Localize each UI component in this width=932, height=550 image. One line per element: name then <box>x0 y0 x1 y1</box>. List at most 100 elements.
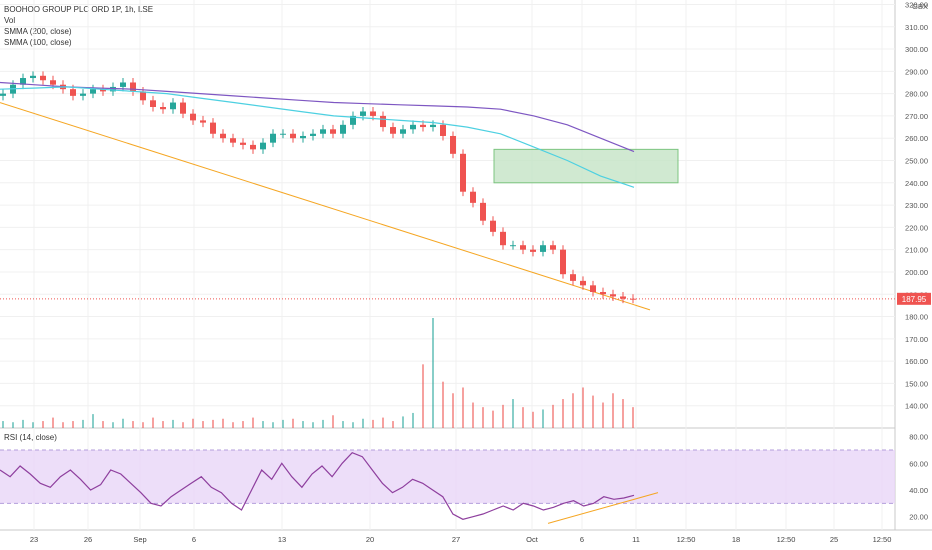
volume-bar <box>202 421 204 428</box>
price-tick-label: 260.00 <box>905 134 928 143</box>
smma200-label: SMMA (200, close) <box>4 27 72 36</box>
candle-body <box>260 142 266 150</box>
candle-body <box>150 100 156 107</box>
time-tick-label: Sep <box>133 535 146 544</box>
candle-body <box>280 133 286 135</box>
volume-bar <box>292 418 294 428</box>
time-tick-label: 25 <box>830 535 838 544</box>
volume-bar <box>512 399 514 428</box>
volume-bar <box>302 421 304 428</box>
volume-bar <box>632 407 634 428</box>
time-tick-label: 26 <box>84 535 92 544</box>
candle-body <box>530 249 536 252</box>
time-tick-label: Oct <box>526 535 539 544</box>
candle-body <box>320 129 326 134</box>
candle-body <box>90 89 96 94</box>
candle-body <box>240 142 246 145</box>
volume-bar <box>592 395 594 428</box>
price-trendline <box>0 102 651 311</box>
candle-body <box>0 93 6 96</box>
volume-bar <box>112 422 114 428</box>
candle-body <box>360 111 366 116</box>
price-tick-label: 160.00 <box>905 357 928 366</box>
moving-averages <box>0 81 635 520</box>
candle-body <box>140 91 146 101</box>
candle-body <box>50 80 56 85</box>
candle-body <box>490 220 496 232</box>
last-price-value: 187.95 <box>902 295 927 304</box>
candle-body <box>230 138 236 143</box>
price-tick-label: 220.00 <box>905 223 928 232</box>
volume-bar <box>382 417 384 428</box>
candle-body <box>390 127 396 134</box>
candle-body <box>470 191 476 203</box>
price-tick-label: 210.00 <box>905 246 928 255</box>
candle-body <box>170 102 176 110</box>
smma100-label: SMMA (100, close) <box>4 38 72 47</box>
time-axis[interactable]: 23 26 Sep 6 13 20 27 Oct 6 11 12:50 18 12:50 25 12:50 <box>30 535 892 544</box>
volume-bar <box>152 417 154 428</box>
price-axis[interactable]: 140.00150.00160.00170.00180.00190.00200.… <box>905 0 928 521</box>
candle-body <box>340 124 346 134</box>
candle-body <box>570 274 576 281</box>
volume-bar <box>582 387 584 428</box>
candle-body <box>30 75 36 79</box>
candle-body <box>600 292 606 295</box>
volume-bar <box>452 393 454 428</box>
candle-body <box>370 111 376 116</box>
volume-bar <box>222 418 224 428</box>
rsi-tick-label: 80.00 <box>909 433 928 442</box>
candle-body <box>580 280 586 286</box>
candle-body <box>520 245 526 250</box>
volume-bar <box>472 402 474 428</box>
volume-bar <box>542 409 544 428</box>
price-tick-label: 240.00 <box>905 179 928 188</box>
volume-bar <box>122 418 124 428</box>
vol-label: Vol <box>4 16 16 25</box>
time-tick-label: 27 <box>452 535 460 544</box>
candle-body <box>210 122 216 134</box>
volume-bar <box>322 419 324 428</box>
price-tick-label: 140.00 <box>905 402 928 411</box>
volume-bar <box>22 419 24 428</box>
rsi-legend: RSI (14, close) <box>4 433 57 442</box>
rsi-tick-label: 40.00 <box>909 486 928 495</box>
volume-bar <box>372 419 374 428</box>
candle-body <box>180 102 186 114</box>
rsi-band <box>0 450 895 504</box>
candle-body <box>510 245 516 247</box>
volume-bar <box>52 417 54 428</box>
candle-body <box>70 89 76 96</box>
trend-lines <box>0 102 659 524</box>
candle-body <box>310 133 316 136</box>
chart-legend: BOOHOO GROUP PLC ORD 1P, 1h, LSE Vol SMM… <box>4 4 153 48</box>
volume-bar <box>622 399 624 428</box>
candle-body <box>110 86 116 92</box>
candle-body <box>300 135 306 139</box>
time-tick-label: 6 <box>580 535 584 544</box>
volume-bar <box>262 421 264 428</box>
candle-body <box>40 75 46 81</box>
candle-body <box>380 115 386 128</box>
rsi-line <box>0 451 635 520</box>
volume-bar <box>2 421 4 428</box>
volume-bar <box>92 414 94 428</box>
candle-body <box>120 82 126 87</box>
candle-body <box>420 124 426 128</box>
smma200-line <box>0 81 635 153</box>
candle-body <box>190 113 196 121</box>
candle-body <box>350 115 356 125</box>
volume-bar <box>272 422 274 428</box>
time-tick-label: 12:50 <box>873 535 892 544</box>
price-tick-label: 170.00 <box>905 335 928 344</box>
volume-bar <box>42 421 44 428</box>
volume-bar <box>402 416 404 428</box>
smma100-line <box>0 86 635 188</box>
rsi-trendline <box>547 492 659 524</box>
volume-bar <box>192 418 194 428</box>
volume-bar <box>432 318 434 428</box>
volume-bar <box>612 393 614 428</box>
candle-body <box>440 124 446 136</box>
candle-body <box>410 124 416 130</box>
